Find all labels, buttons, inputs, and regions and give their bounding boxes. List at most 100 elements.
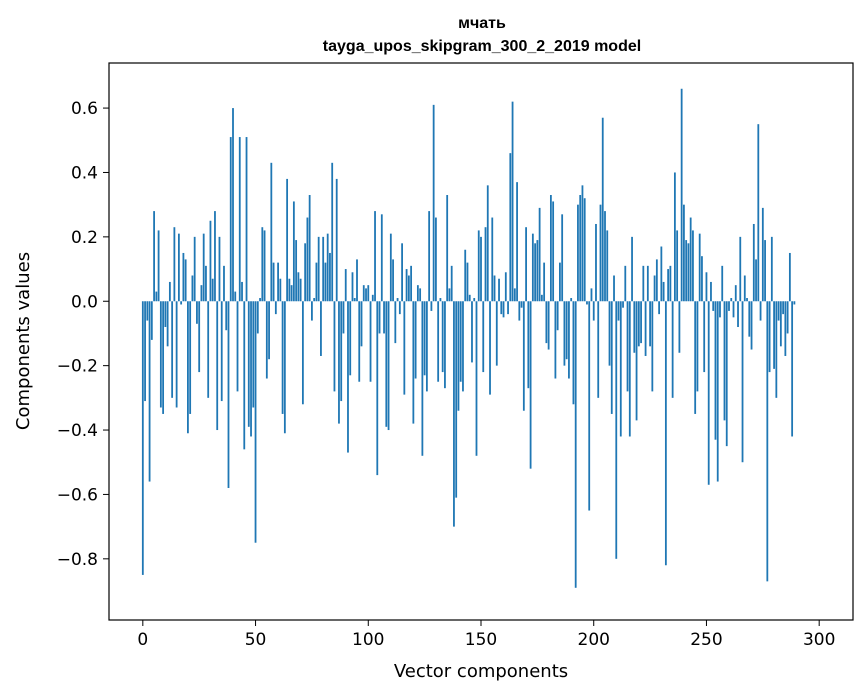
y-tick-label: −0.2	[57, 357, 98, 377]
bar-245	[694, 301, 697, 414]
bar-241	[685, 240, 688, 302]
bar-231	[662, 281, 665, 302]
bar-246	[696, 301, 699, 392]
bar-104	[376, 301, 379, 476]
bar-150	[480, 236, 482, 302]
bar-80	[322, 236, 325, 302]
bar-185	[559, 262, 561, 302]
bar-8	[159, 301, 162, 408]
bar-5	[153, 211, 155, 302]
bar-90	[344, 269, 347, 302]
bar-84	[331, 162, 334, 302]
bar-138	[453, 301, 455, 527]
bar-11	[166, 301, 169, 347]
bar-100	[367, 285, 370, 302]
x-tick-label: 0	[137, 630, 148, 650]
bar-31	[211, 278, 214, 302]
bar-282	[777, 301, 780, 321]
bar-270	[750, 301, 753, 350]
bar-139	[455, 301, 458, 498]
chart-title-line2: tayga_upos_skipgram_300_2_2019 model	[323, 38, 641, 55]
bar-19	[184, 259, 187, 302]
bar-159	[500, 301, 503, 315]
bar-212	[619, 301, 622, 437]
bar-133	[441, 301, 444, 373]
bar-151	[482, 301, 485, 373]
bar-109	[387, 301, 390, 431]
bar-103	[374, 211, 376, 302]
bar-214	[624, 265, 627, 302]
bar-233	[667, 269, 670, 302]
x-tick-label: 150	[465, 630, 497, 650]
bar-180	[547, 301, 550, 350]
bar-198	[588, 301, 591, 511]
bar-178	[543, 262, 546, 302]
bar-149	[477, 230, 480, 302]
bar-279	[770, 236, 773, 302]
bar-285	[784, 301, 787, 356]
bar-114	[398, 301, 401, 315]
bar-39	[229, 137, 232, 302]
plot-frame	[108, 62, 854, 621]
bar-165	[513, 288, 516, 302]
bar-131	[437, 301, 440, 382]
y-tick-label: 0.2	[71, 228, 98, 248]
bar-253	[712, 301, 715, 311]
bar-272	[755, 259, 757, 302]
bar-6	[155, 291, 158, 302]
bar-86	[335, 178, 338, 302]
bar-14	[173, 227, 176, 302]
bar-260	[728, 301, 730, 311]
bar-141	[459, 301, 462, 382]
bar-215	[626, 301, 629, 392]
bar-134	[444, 301, 446, 389]
chart-title-line1: мчать	[458, 15, 506, 32]
bar-33	[216, 301, 219, 431]
bar-166	[516, 182, 518, 302]
bar-213	[622, 301, 624, 308]
bar-66	[290, 285, 293, 302]
bar-197	[586, 301, 588, 305]
bar-234	[669, 265, 672, 302]
bar-175	[536, 240, 539, 302]
bar-56	[268, 301, 270, 360]
bar-217	[631, 236, 633, 302]
bar-146	[471, 301, 473, 363]
bar-158	[498, 278, 500, 302]
bar-154	[489, 301, 491, 395]
x-tick-label: 250	[690, 630, 722, 650]
bar-96	[358, 301, 361, 382]
y-axis-label: Components values	[13, 252, 34, 430]
bar-35	[220, 301, 223, 402]
bar-110	[389, 233, 392, 302]
bar-268	[746, 298, 748, 302]
bar-164	[511, 101, 514, 302]
bar-10	[164, 301, 167, 328]
bar-101	[369, 301, 372, 382]
bar-85	[333, 301, 336, 392]
bar-190	[570, 298, 573, 302]
bar-277	[766, 301, 769, 582]
bar-259	[725, 301, 728, 447]
bar-187	[563, 301, 566, 366]
bar-37	[225, 301, 228, 331]
bar-129	[432, 104, 435, 302]
bar-208	[610, 301, 613, 414]
bar-43	[238, 137, 241, 302]
bar-47	[247, 301, 250, 427]
bar-195	[581, 185, 584, 302]
bar-18	[182, 252, 185, 302]
bar-115	[401, 243, 403, 302]
bar-257	[721, 265, 724, 302]
bar-209	[613, 275, 615, 302]
bar-167	[518, 301, 521, 321]
bar-181	[549, 195, 552, 302]
bar-227	[653, 275, 656, 302]
bar-74	[308, 195, 311, 302]
bar-75	[311, 301, 313, 321]
bar-127	[428, 211, 431, 302]
bar-113	[396, 298, 399, 302]
bar-238	[678, 301, 681, 353]
bar-207	[608, 301, 611, 366]
